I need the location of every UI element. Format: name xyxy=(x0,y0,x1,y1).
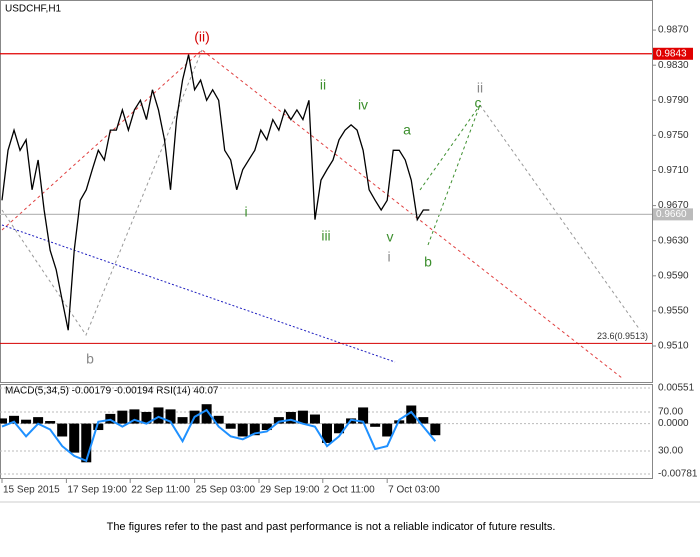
y-tick-label: -0.00781 xyxy=(658,469,698,480)
macd-bar xyxy=(225,423,236,429)
wave-label: v xyxy=(387,229,394,245)
macd-bar xyxy=(430,423,441,436)
level-label: 0.9843 xyxy=(656,48,687,59)
trend-line xyxy=(1,224,396,363)
macd-bar xyxy=(237,423,248,437)
macd-bar xyxy=(213,415,224,424)
y-tick-label: 0.9550 xyxy=(658,306,689,317)
macd-bar xyxy=(0,418,7,424)
wave-label: c xyxy=(475,95,482,111)
macd-bar xyxy=(69,423,80,453)
level-label: 0.9660 xyxy=(656,209,687,220)
macd-bar xyxy=(105,413,116,424)
macd-bar xyxy=(177,417,188,424)
macd-bar xyxy=(21,419,32,424)
y-tick-label: 0.9870 xyxy=(658,25,689,36)
y-tick-label: 0.00551 xyxy=(658,383,695,394)
macd-bar xyxy=(309,414,320,424)
macd-bar xyxy=(370,423,381,427)
y-tick-label: 0.9790 xyxy=(658,95,689,106)
x-tick-label: 22 Sep 11:00 xyxy=(131,485,190,496)
macd-bar xyxy=(153,407,164,424)
level-box xyxy=(653,47,693,60)
macd-bar xyxy=(261,423,272,431)
macd-bar xyxy=(9,415,20,424)
wave-line xyxy=(1,49,623,379)
y-tick-label: 0.9630 xyxy=(658,235,689,246)
x-tick-label: 17 Sep 19:00 xyxy=(67,485,127,496)
macd-bar xyxy=(418,417,429,424)
wave-label: b xyxy=(86,351,94,367)
wave-label: iv xyxy=(358,97,368,113)
macd-bar xyxy=(406,405,417,424)
level-box xyxy=(653,208,693,221)
y-tick-label: 0.9670 xyxy=(658,200,689,211)
wave-label: iii xyxy=(321,228,330,244)
macd-bar xyxy=(322,423,332,443)
y-tick-label: 0.0000 xyxy=(658,418,689,429)
y-tick-label: 0.9510 xyxy=(658,341,689,352)
macd-bar xyxy=(93,423,104,431)
fibo-label: 23.6(0.9513) xyxy=(597,331,648,341)
x-tick-label: 15 Sep 2015 xyxy=(3,485,60,496)
wave-label: ii xyxy=(477,80,483,96)
macd-bar xyxy=(382,423,393,437)
price-frame xyxy=(0,0,653,383)
y-tick-label: 0.9590 xyxy=(658,270,689,281)
macd-bar xyxy=(57,423,68,437)
indicator-frame xyxy=(0,384,653,479)
rsi-line xyxy=(1,408,437,463)
x-tick-label: 2 Oct 11:00 xyxy=(324,485,375,496)
wave-line xyxy=(419,104,481,191)
macd-bar xyxy=(129,409,140,424)
wave-line xyxy=(1,49,203,337)
macd-bar xyxy=(45,420,56,424)
macd-bar xyxy=(201,404,212,424)
x-tick-label: 25 Sep 03:00 xyxy=(196,485,256,496)
wave-line xyxy=(479,104,641,331)
macd-bar xyxy=(273,417,284,424)
macd-bar xyxy=(81,423,92,463)
wave-label: (ii) xyxy=(194,29,210,45)
macd-bar xyxy=(33,417,44,424)
macd-bar xyxy=(249,423,260,436)
wave-label: ii xyxy=(320,77,326,93)
indicator-title: MACD(5,34,5) -0.00179 -0.00194 RSI(14) 4… xyxy=(5,386,219,397)
macd-bar xyxy=(285,411,296,424)
macd-bar xyxy=(334,423,345,434)
y2-tick-label: 70.00 xyxy=(658,407,683,418)
y-tick-label: 0.9710 xyxy=(658,165,689,176)
macd-bar xyxy=(117,410,128,424)
y2-tick-label: 30.00 xyxy=(658,446,683,457)
footer: The figures refer to the past and past p… xyxy=(107,521,556,533)
wave-label: a xyxy=(403,122,411,138)
x-tick-label: 7 Oct 03:00 xyxy=(388,485,440,496)
macd-bar xyxy=(165,409,176,424)
wave-line xyxy=(427,104,481,246)
y-tick-label: 0.9830 xyxy=(658,60,689,71)
y-tick-label: 0.9750 xyxy=(658,130,689,141)
price-line xyxy=(1,54,430,331)
chart-title: USDCHF,H1 xyxy=(5,4,62,15)
macd-bar xyxy=(141,411,152,424)
x-tick-label: 29 Sep 19:00 xyxy=(260,485,320,496)
wave-label: b xyxy=(424,254,432,270)
wave-label: i xyxy=(387,249,390,265)
wave-label: i xyxy=(244,204,247,220)
macd-bar xyxy=(297,410,308,424)
macd-bar xyxy=(358,407,369,424)
wave-lines xyxy=(1,49,641,379)
